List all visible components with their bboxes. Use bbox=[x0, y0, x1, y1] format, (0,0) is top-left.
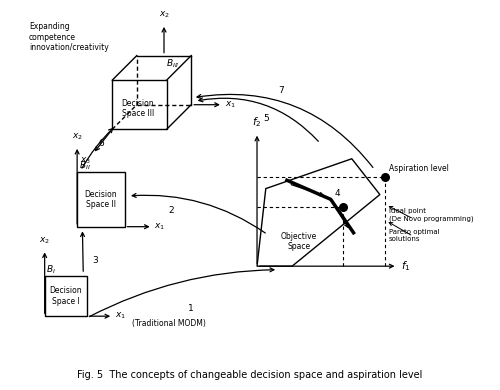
Text: 1: 1 bbox=[188, 304, 193, 313]
Text: Expanding
competence
innovation/creativity: Expanding competence innovation/creativi… bbox=[29, 22, 108, 52]
Text: $B_{III}$: $B_{III}$ bbox=[166, 57, 179, 70]
Text: 2: 2 bbox=[168, 206, 174, 214]
Text: Decision
Space II: Decision Space II bbox=[84, 190, 117, 209]
Text: Pareto optimal
solutions: Pareto optimal solutions bbox=[388, 229, 440, 242]
Text: 5: 5 bbox=[263, 114, 268, 123]
Text: 7: 7 bbox=[278, 86, 284, 95]
Text: 4: 4 bbox=[335, 189, 340, 198]
Text: Fig. 5  The concepts of changeable decision space and aspiration level: Fig. 5 The concepts of changeable decisi… bbox=[78, 370, 422, 380]
Text: $B_I$: $B_I$ bbox=[46, 263, 56, 276]
Text: Objective
Space: Objective Space bbox=[281, 232, 318, 251]
Text: $f_2$: $f_2$ bbox=[252, 115, 262, 129]
Text: $x_1$: $x_1$ bbox=[154, 222, 166, 232]
Text: Decision
Space I: Decision Space I bbox=[50, 286, 82, 306]
Text: $x_3$: $x_3$ bbox=[80, 156, 91, 166]
Text: $x_1$: $x_1$ bbox=[224, 99, 235, 110]
Text: (Traditional MODM): (Traditional MODM) bbox=[132, 319, 206, 328]
Text: Decision
Space III: Decision Space III bbox=[122, 99, 154, 118]
Text: Ideal point
(De Novo programming): Ideal point (De Novo programming) bbox=[388, 208, 474, 222]
Text: $x_1$: $x_1$ bbox=[115, 311, 126, 321]
Text: $x_2$: $x_2$ bbox=[39, 236, 50, 246]
Text: $x_2$: $x_2$ bbox=[158, 10, 170, 21]
Text: $f_1$: $f_1$ bbox=[401, 259, 410, 273]
Text: Aspiration level: Aspiration level bbox=[388, 164, 448, 173]
Text: 3: 3 bbox=[92, 255, 98, 264]
Text: $B_{II}$: $B_{II}$ bbox=[79, 160, 90, 172]
Text: $x_2$: $x_2$ bbox=[72, 132, 83, 142]
Text: 6: 6 bbox=[98, 139, 103, 148]
